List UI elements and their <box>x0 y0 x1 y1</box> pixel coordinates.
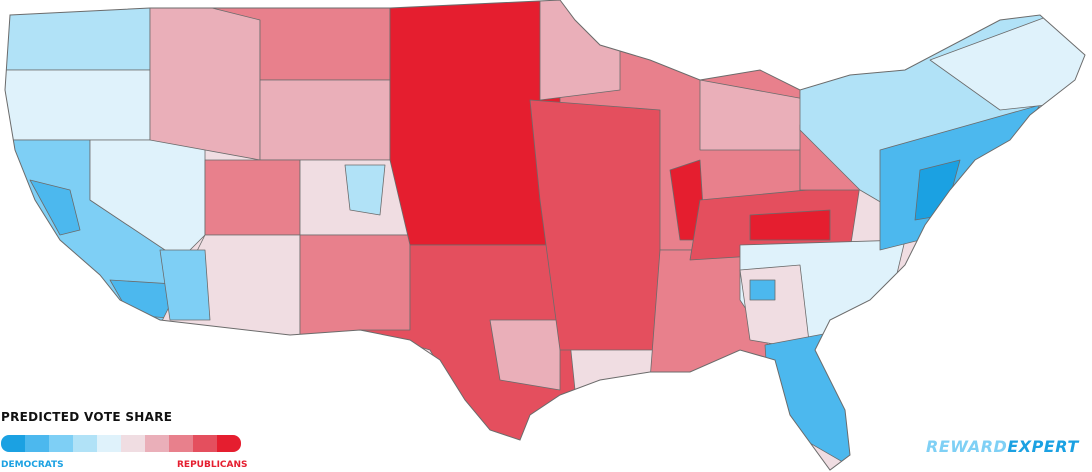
legend-swatch <box>73 435 97 452</box>
region <box>5 0 151 71</box>
region <box>149 0 261 161</box>
region <box>489 319 561 391</box>
legend-right-label: REPUBLICANS <box>177 460 248 470</box>
legend-swatch <box>97 435 121 452</box>
region <box>739 264 811 351</box>
legend-swatch <box>145 435 169 452</box>
region <box>344 164 386 216</box>
region <box>764 329 861 470</box>
legend-swatch <box>25 435 49 452</box>
logo: REWARDEXPERT <box>926 437 1079 456</box>
legend-scale <box>1 435 241 452</box>
region <box>749 209 831 241</box>
legend-swatch <box>49 435 73 452</box>
region <box>749 279 776 301</box>
region <box>159 249 211 321</box>
legend-swatch <box>217 435 241 452</box>
legend-swatch <box>169 435 193 452</box>
region <box>204 159 301 236</box>
region <box>299 234 411 336</box>
region <box>529 99 661 351</box>
region <box>929 0 1085 111</box>
map-outline <box>4 0 1086 471</box>
legend-swatch <box>1 435 25 452</box>
legend-left-label: DEMOCRATS <box>1 460 64 470</box>
logo-text: REWARD <box>926 437 1008 456</box>
region <box>29 179 81 236</box>
legend-swatch <box>121 435 145 452</box>
region <box>259 79 391 161</box>
logo-text: EXPERT <box>1007 437 1079 456</box>
legend-swatch <box>193 435 217 452</box>
legend-title: PREDICTED VOTE SHARE <box>1 410 173 424</box>
region <box>5 69 151 141</box>
region <box>539 0 621 101</box>
